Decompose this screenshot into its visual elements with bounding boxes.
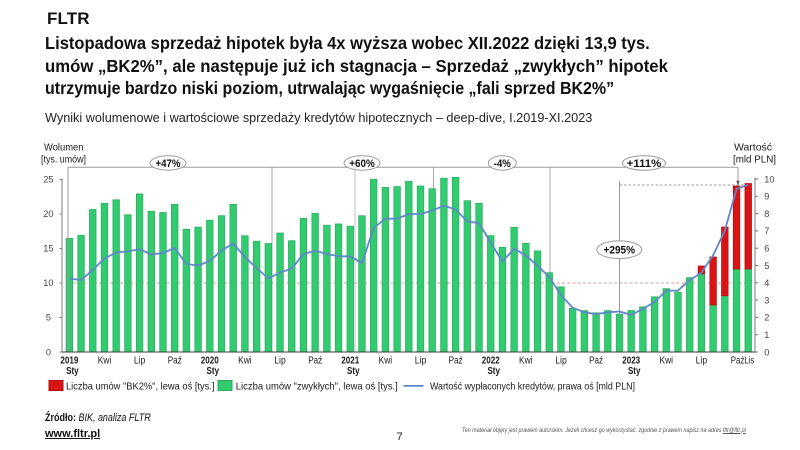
svg-text:Liczba umów "BK2%", lewa oś [t: Liczba umów "BK2%", lewa oś [tys.] [66, 382, 215, 393]
svg-text:Paź: Paź [589, 356, 603, 367]
svg-text:7: 7 [764, 226, 769, 236]
svg-text:Sty: Sty [207, 366, 220, 377]
svg-text:Kwi: Kwi [238, 356, 252, 367]
svg-text:Kwi: Kwi [660, 356, 674, 367]
svg-text:[tys. umów]: [tys. umów] [41, 154, 86, 166]
svg-text:0: 0 [46, 347, 51, 357]
svg-text:8: 8 [764, 209, 769, 219]
svg-text:Kwi: Kwi [379, 356, 393, 367]
svg-text:Kwi: Kwi [98, 356, 112, 367]
svg-text:+111%: +111% [627, 158, 662, 170]
svg-text:6: 6 [764, 244, 769, 254]
svg-text:[mld PLN]: [mld PLN] [733, 154, 776, 166]
svg-text:2021: 2021 [341, 356, 359, 367]
svg-text:Wartość wypłaconych kredytów,: Wartość wypłaconych kredytów, prawa oś [… [430, 382, 635, 393]
svg-text:9: 9 [764, 192, 769, 202]
svg-text:Lip: Lip [134, 356, 146, 367]
svg-text:Kwi: Kwi [519, 356, 533, 367]
svg-text:2019: 2019 [60, 356, 78, 367]
svg-text:Lip: Lip [415, 356, 427, 367]
svg-text:Paź: Paź [308, 356, 322, 367]
svg-text:2: 2 [764, 313, 769, 323]
svg-text:5: 5 [46, 313, 51, 323]
svg-text:4: 4 [764, 278, 769, 288]
svg-text:-4%: -4% [494, 158, 511, 170]
svg-text:0: 0 [764, 347, 769, 357]
svg-text:2020: 2020 [201, 356, 219, 367]
svg-text:20: 20 [43, 209, 53, 219]
svg-text:2022: 2022 [482, 356, 500, 367]
svg-text:15: 15 [43, 244, 53, 254]
svg-text:3: 3 [764, 295, 769, 305]
svg-text:Sty: Sty [628, 366, 641, 377]
svg-text:Wartość: Wartość [734, 142, 772, 154]
svg-text:1: 1 [764, 330, 769, 340]
svg-text:Lip: Lip [555, 356, 567, 367]
svg-text:Paź: Paź [449, 356, 463, 367]
svg-text:Lip: Lip [274, 356, 286, 367]
svg-text:+295%: +295% [604, 245, 636, 257]
svg-text:Sty: Sty [66, 366, 79, 377]
svg-text:Lip: Lip [696, 356, 708, 367]
svg-text:10: 10 [764, 174, 774, 184]
svg-text:5: 5 [764, 261, 769, 271]
svg-text:2023: 2023 [622, 356, 640, 367]
svg-text:+60%: +60% [349, 158, 375, 170]
svg-text:Liczba umów "zwykłych", lewa o: Liczba umów "zwykłych", lewa oś [tys.] [236, 382, 398, 393]
svg-text:25: 25 [43, 174, 53, 184]
svg-text:10: 10 [43, 278, 53, 288]
svg-text:Wolumen: Wolumen [44, 142, 84, 154]
svg-text:Paź: Paź [168, 356, 182, 367]
svg-text:Sty: Sty [347, 366, 360, 377]
svg-text:+47%: +47% [156, 158, 181, 170]
svg-text:PaźLis: PaźLis [731, 356, 755, 367]
svg-text:Sty: Sty [487, 366, 500, 377]
